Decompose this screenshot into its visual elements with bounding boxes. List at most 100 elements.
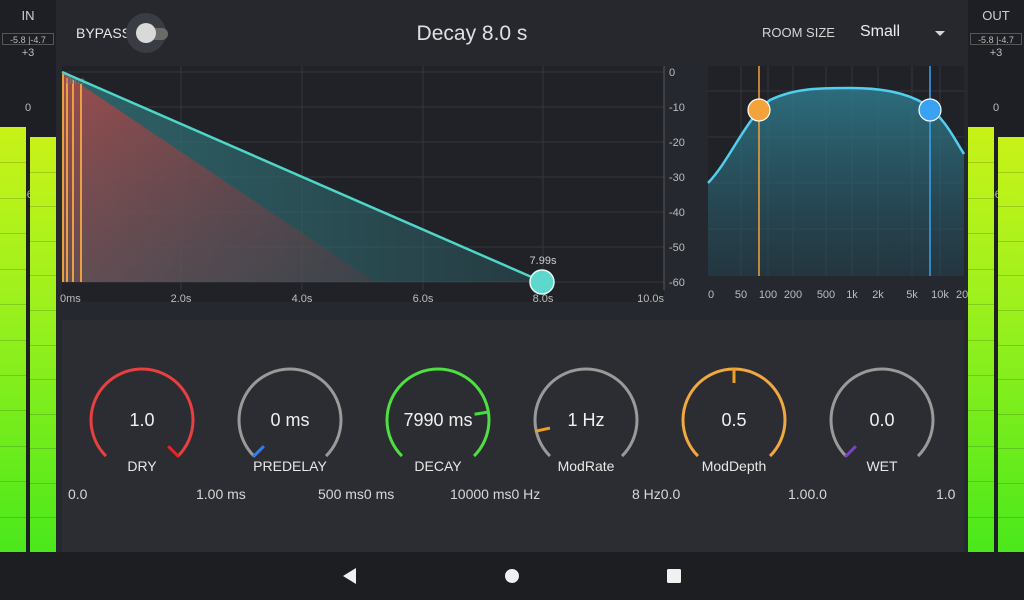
meter-segment — [30, 379, 56, 380]
wet-knob-indicator — [844, 445, 857, 458]
moddepth-knob[interactable]: 0.5 ModDepth — [676, 362, 792, 480]
meter-segment — [0, 446, 26, 447]
decay-x-tick: 8.0s — [533, 293, 554, 305]
decay-y-tick: -30 — [669, 172, 685, 184]
meter-segment — [0, 410, 26, 411]
decay-early-fill — [62, 72, 375, 282]
meter-segment — [30, 310, 56, 311]
meter-segment — [0, 340, 26, 341]
meter-segment — [968, 198, 994, 199]
eq-curve-fill — [708, 88, 964, 276]
output-scale-0: 0 — [992, 102, 1000, 114]
decay-y-tick: -20 — [669, 137, 685, 149]
predelay-knob[interactable]: 0 ms PREDELAY — [232, 362, 348, 480]
meter-segment — [30, 414, 56, 415]
meter-segment — [0, 517, 26, 518]
output-peak-readout: -5.8 |-4.7 — [970, 33, 1022, 45]
input-peak-readout: -5.8 |-4.7 — [2, 33, 54, 45]
output-level-bar-right — [998, 137, 1024, 552]
predelay-label: PREDELAY — [253, 458, 327, 474]
back-icon[interactable] — [340, 566, 360, 586]
eq-x-tick: 1k — [846, 289, 858, 301]
knob-panel — [62, 320, 964, 552]
meter-segment — [968, 304, 994, 305]
chevron-down-icon[interactable] — [935, 31, 945, 36]
bypass-label: BYPASS — [76, 25, 131, 41]
decay-x-tick: 2.0s — [171, 293, 192, 305]
range-label: 500 ms0 ms — [318, 486, 395, 502]
meter-segment — [998, 206, 1024, 207]
home-icon[interactable] — [502, 567, 522, 587]
meter-segment — [968, 517, 994, 518]
meter-segment — [0, 481, 26, 482]
moddepth-knob-arc — [681, 367, 787, 458]
meter-segment — [998, 414, 1024, 415]
modrate-knob-arc — [533, 367, 639, 458]
decay-y-tick: -60 — [669, 277, 685, 289]
range-label: 1.00.0 — [788, 486, 827, 502]
range-label: 1.0 — [936, 486, 956, 502]
decay-start-label: 0ms — [66, 76, 85, 87]
bypass-toggle[interactable] — [126, 13, 168, 53]
input-scale-minus6: -6 — [23, 189, 33, 201]
decay-x-tick: 6.0s — [413, 293, 434, 305]
meter-segment — [30, 517, 56, 518]
decay-x-tick: 4.0s — [292, 293, 313, 305]
meter-segment — [0, 304, 26, 305]
meter-segment — [998, 448, 1024, 449]
output-meter: OUT -5.8 |-4.7 +3 0 -6 — [968, 0, 1024, 552]
dry-knob[interactable]: 1.0 DRY — [84, 362, 200, 480]
output-meter-title: OUT — [982, 8, 1010, 23]
room-size-label: ROOM SIZE — [762, 25, 835, 40]
decay-y-tick: -40 — [669, 207, 685, 219]
wet-knob-arc — [829, 367, 935, 458]
predelay-knob-arc — [237, 367, 343, 458]
wet-knob[interactable]: 0.0 WET — [824, 362, 940, 480]
modrate-knob[interactable]: 1 Hz ModRate — [528, 362, 644, 480]
recents-icon[interactable] — [664, 566, 684, 586]
early-reflection-lines — [62, 74, 82, 282]
system-nav-bar — [0, 552, 1024, 600]
meter-segment — [30, 241, 56, 242]
decay-handle-label: 7.99s — [530, 255, 557, 267]
eq-x-tick: 0 — [708, 289, 714, 301]
eq-x-tick: 5k — [906, 289, 918, 301]
output-scale-plus3: +3 — [989, 47, 1003, 59]
meter-segment — [968, 162, 994, 163]
meter-segment — [0, 198, 26, 199]
meter-segment — [0, 269, 26, 270]
input-level-bar-right — [30, 137, 56, 552]
wet-value: 0.0 — [869, 410, 895, 430]
decay-knob[interactable]: 7990 ms DECAY — [380, 362, 496, 480]
meter-segment — [968, 269, 994, 270]
modrate-knob-track — [533, 367, 639, 458]
decay-handle[interactable] — [529, 269, 555, 295]
moddepth-value: 0.5 — [721, 410, 747, 430]
meter-segment — [30, 448, 56, 449]
dry-label: DRY — [127, 458, 157, 474]
eq-x-tick: 50 — [735, 289, 747, 301]
input-scale-0: 0 — [24, 102, 32, 114]
meter-segment — [998, 172, 1024, 173]
decay-value: 7990 ms — [403, 410, 473, 430]
room-size-select[interactable]: Small — [860, 23, 901, 40]
decay-x-tick: 0ms — [60, 293, 81, 305]
dry-value: 1.0 — [129, 410, 155, 430]
wet-knob-track — [829, 367, 935, 458]
meter-segment — [998, 310, 1024, 311]
eq-x-tick: 20 — [956, 289, 968, 301]
output-scale-minus6: -6 — [991, 189, 1001, 201]
meter-segment — [998, 483, 1024, 484]
eq-high-cut-handle[interactable] — [918, 98, 942, 122]
eq-x-tick: 500 — [817, 289, 835, 301]
meter-segment — [30, 172, 56, 173]
predelay-value: 0 ms — [270, 410, 310, 430]
input-meter: IN -5.8 |-4.7 +3 0 -6 — [0, 0, 56, 552]
eq-low-cut-handle[interactable] — [747, 98, 771, 122]
dry-knob-arc — [89, 367, 195, 458]
range-label: 8 Hz0.0 — [632, 486, 681, 502]
decay-y-tick: 0 — [669, 67, 675, 79]
decay-graph[interactable]: 0ms 7.99s 0ms 2.0s 4.0s 6.0s 8.0s 10.0s … — [0, 0, 1024, 320]
meter-segment — [30, 275, 56, 276]
wet-label: WET — [866, 458, 898, 474]
